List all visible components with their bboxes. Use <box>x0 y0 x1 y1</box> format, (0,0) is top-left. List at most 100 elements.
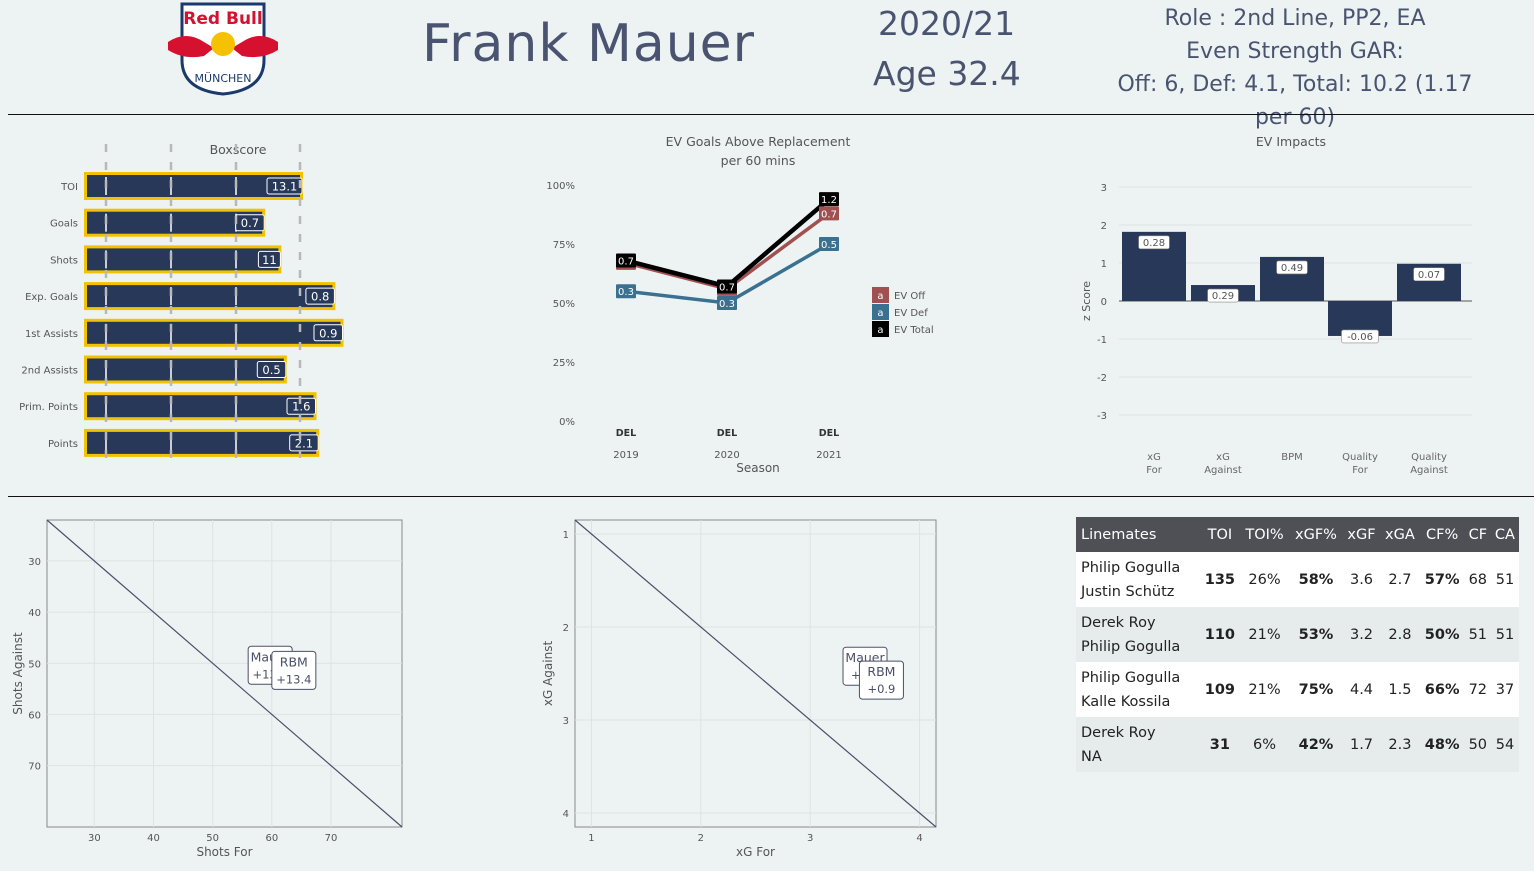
point-label-box <box>271 650 317 690</box>
bar <box>84 428 320 457</box>
linemate-2: Kalle Kossila <box>1081 693 1171 710</box>
value-label: 0.5 <box>262 363 280 377</box>
cell-ca: 54 <box>1490 717 1519 772</box>
y-tick-label: 40 <box>28 608 41 619</box>
y-axis-title: xG Against <box>541 641 555 707</box>
col-xgf: xGF <box>1342 517 1381 552</box>
x-tick-label: Quality <box>1411 452 1447 463</box>
gar-values: Off: 6, Def: 4.1, Total: 10.2 (1.17 per … <box>1117 72 1473 130</box>
cell-toi: 31 <box>1199 717 1240 772</box>
table-row: Derek Roy Philip Gogulla 110 21% 53% 3.2 … <box>1076 607 1519 662</box>
x-tick-label: 30 <box>88 833 101 844</box>
cell-xga: 2.8 <box>1380 607 1420 662</box>
x-tick-label: 1 <box>588 833 594 844</box>
player-age: Age 32.4 <box>873 54 1021 93</box>
cell-cf-pct: 48% <box>1419 717 1465 772</box>
y-tick-label: -3 <box>1097 411 1107 422</box>
value-label-box <box>1276 260 1308 275</box>
y-tick-label: 2 <box>563 623 569 634</box>
cell-xga: 2.3 <box>1380 717 1420 772</box>
bar <box>84 282 336 311</box>
y-tick-label: 100% <box>546 181 575 192</box>
value-label-box <box>257 250 281 268</box>
cell-cf-pct: 57% <box>1419 552 1465 607</box>
linemate-names: Philip Gogulla Justin Schütz <box>1076 552 1200 607</box>
data-label: 1.2 <box>821 195 837 206</box>
cell-cf: 50 <box>1464 717 1491 772</box>
cell-ca: 51 <box>1490 552 1519 607</box>
y-tick-label: -1 <box>1097 335 1107 346</box>
cell-toi: 135 <box>1199 552 1240 607</box>
legend-key-letter: a <box>877 291 883 302</box>
bar <box>84 208 266 237</box>
season: 2020/21 <box>878 4 1016 43</box>
category-label: 1st Assists <box>25 329 78 340</box>
cell-xga: 2.7 <box>1380 552 1420 607</box>
value-label: -0.06 <box>1347 332 1373 343</box>
x-tick-label: For <box>1146 465 1163 476</box>
col-toi-pct: TOI% <box>1239 517 1290 552</box>
value-label: 0.07 <box>1418 270 1440 281</box>
x-axis-title: Shots For <box>196 845 252 859</box>
value-label: 0.7 <box>241 216 259 230</box>
y-tick-label: 70 <box>28 762 41 773</box>
x-tick-label: 60 <box>265 833 278 844</box>
role-summary: Role : 2nd Line, PP2, EA Even Strength G… <box>1110 2 1480 134</box>
x-tick-label: Quality <box>1342 452 1378 463</box>
x-tick-label: 40 <box>147 833 160 844</box>
value-label-box <box>1341 329 1379 344</box>
category-label: Prim. Points <box>19 402 78 413</box>
category-label: Points <box>48 439 78 450</box>
data-label: 0.7 <box>618 257 634 268</box>
point-value: +0.9 <box>867 682 895 696</box>
value-label: 13.1 <box>272 180 298 194</box>
category-label: Shots <box>50 255 78 266</box>
player-name: Frank Mauer <box>422 14 756 74</box>
y-tick-label: 1 <box>563 530 569 541</box>
y-tick-label: 3 <box>563 716 569 727</box>
linemate-names: Derek Roy Philip Gogulla <box>1076 607 1200 662</box>
gar-title: Even Strength GAR: <box>1186 39 1404 64</box>
x-tick-label: Against <box>1410 465 1448 476</box>
x-tick-label: 2020 <box>714 450 739 461</box>
value-label: 0.28 <box>1143 238 1165 249</box>
x-tick-label: 70 <box>325 833 338 844</box>
x-tick-league: DEL <box>819 428 839 439</box>
bar <box>84 172 303 200</box>
series-line <box>625 197 831 289</box>
col-linemates: Linemates <box>1076 517 1200 552</box>
x-tick-label: xG <box>1147 452 1161 463</box>
linemate-1: Derek Roy <box>1081 614 1156 631</box>
category-label: Goals <box>50 219 78 230</box>
point-label: RBM <box>280 654 308 669</box>
chart-title: EV Impacts <box>1256 134 1326 149</box>
y-tick-label: 50 <box>28 659 41 670</box>
cell-cf: 68 <box>1464 552 1491 607</box>
x-tick-label: 2021 <box>816 450 841 461</box>
cell-toi: 110 <box>1199 607 1240 662</box>
cell-xgf-pct: 42% <box>1289 717 1343 772</box>
y-tick-label: 0 <box>1101 297 1107 308</box>
y-tick-label: 2 <box>1101 221 1107 232</box>
col-xga: xGA <box>1380 517 1420 552</box>
logo-text-bottom: MÜNCHEN <box>195 72 252 85</box>
value-label: 0.9 <box>319 326 337 340</box>
legend-label: EV Off <box>894 291 926 302</box>
data-label: 0.3 <box>719 299 735 310</box>
col-cf-pct: CF% <box>1419 517 1465 552</box>
x-tick-label: 4 <box>916 833 922 844</box>
x-tick-label: 3 <box>807 833 813 844</box>
y-tick-label: 60 <box>28 710 41 721</box>
y-tick-label: 75% <box>553 240 575 251</box>
header-divider <box>8 114 1534 115</box>
ev-gar-chart: EV Goals Above Replacement per 60 mins 100… <box>546 134 933 475</box>
y-tick-label: 0% <box>559 417 575 428</box>
cell-cf-pct: 50% <box>1419 607 1465 662</box>
cell-toi-pct: 26% <box>1239 552 1290 607</box>
legend-label: EV Def <box>894 308 928 319</box>
col-ca: CA <box>1490 517 1519 552</box>
y-axis-title: Shots Against <box>11 632 25 715</box>
linemate-1: Philip Gogulla <box>1081 559 1181 576</box>
value-label-box <box>289 434 319 452</box>
